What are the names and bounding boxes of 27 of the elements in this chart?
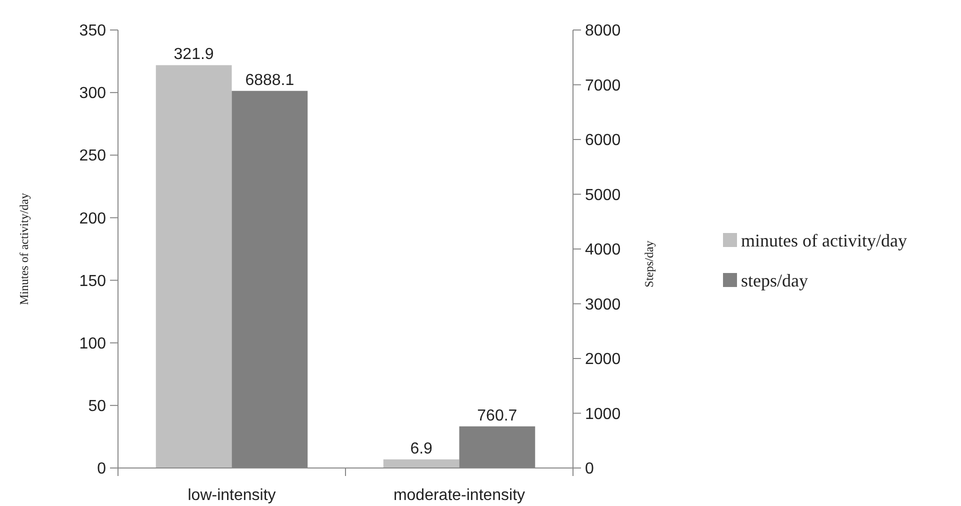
y-tick-label: 0 [97, 460, 106, 478]
y2-tick-label: 5000 [585, 186, 621, 204]
x-tick-label: low-intensity [188, 487, 276, 504]
legend-label: steps/day [741, 270, 808, 290]
data-label: 321.9 [174, 46, 214, 64]
y-tick-label: 200 [79, 210, 106, 228]
y2-tick-label: 4000 [585, 242, 621, 259]
y2-axis-title: Steps/day [642, 240, 656, 288]
y-tick-label: 350 [79, 22, 106, 40]
data-label: 760.7 [477, 407, 518, 424]
legend-label: minutes of activity/day [741, 230, 907, 250]
x-tick-label: moderate-intensity [393, 487, 526, 504]
y2-tick-label: 6000 [585, 132, 621, 150]
y2-tick-label: 7000 [585, 77, 621, 94]
data-label: 6.9 [410, 440, 433, 458]
y2-tick-label: 8000 [585, 22, 621, 40]
y-tick-label: 150 [79, 272, 106, 290]
y-tick-label: 100 [79, 335, 106, 352]
y-tick-label: 250 [79, 148, 106, 165]
y-axis-title: Minutes of activity/day [17, 193, 31, 305]
y-tick-label: 300 [79, 85, 106, 102]
y2-tick-label: 1000 [585, 406, 621, 423]
y2-tick-label: 2000 [585, 351, 621, 368]
y2-tick-label: 0 [585, 460, 594, 478]
data-label: 6888.1 [245, 72, 294, 89]
y2-tick-label: 3000 [585, 296, 621, 314]
y-tick-label: 50 [88, 398, 106, 416]
